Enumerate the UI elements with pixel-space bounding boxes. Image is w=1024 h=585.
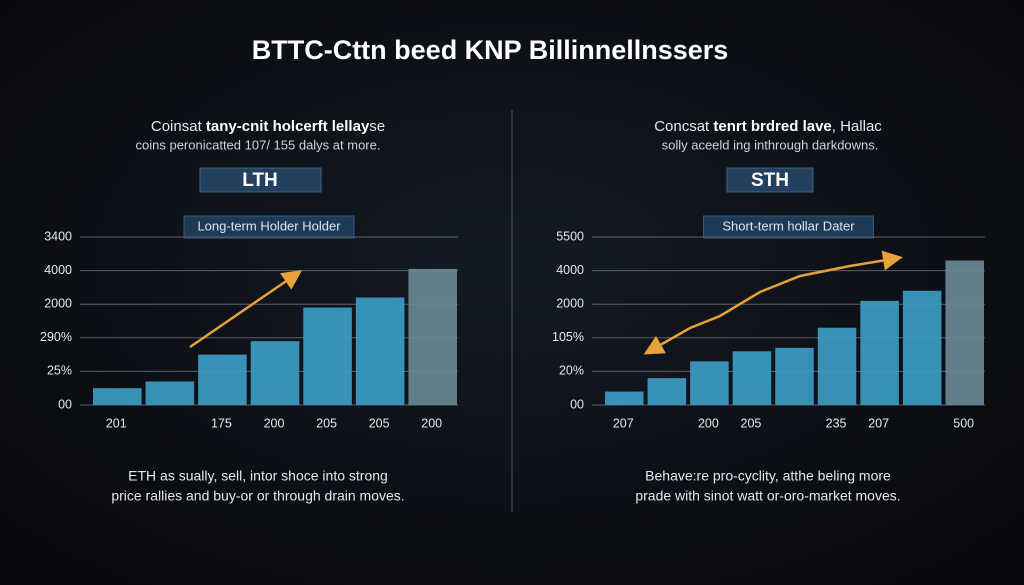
x-tick-label: 200: [264, 416, 285, 430]
panel-note: prade with sinot watt or-oro-market move…: [635, 488, 900, 504]
bar: [775, 347, 814, 405]
bar: [647, 378, 687, 405]
y-tick-label: 5500: [556, 229, 584, 243]
panel-note: Behave:re pro-cyclity, atthe beling more: [645, 468, 891, 484]
panel-subheading: coins peronicatted 107/ 155 dalys at mor…: [136, 137, 381, 152]
panel-heading: Coinsat tany-cnit holcerft lellayse: [151, 118, 385, 135]
panel-heading: Concsat tenrt brdred lave, Hallac: [654, 118, 882, 135]
bar: [817, 327, 857, 405]
y-tick-label: 20%: [559, 364, 584, 378]
x-tick-label: 201: [106, 416, 127, 430]
page-title: BTTC-Cttn beed KNP Billinnellnssers: [252, 35, 729, 65]
trend-arrow: [189, 270, 303, 349]
x-tick-label: 207: [868, 416, 889, 430]
x-tick-label: 500: [953, 416, 974, 430]
badge-box: [726, 167, 814, 193]
heading-part: tenrt brdred lave: [713, 118, 831, 135]
chart-caption-box: [183, 215, 355, 239]
bar: [145, 381, 195, 405]
heading-part: se: [369, 118, 385, 135]
y-tick-label: 25%: [47, 364, 72, 378]
chart-caption-box: [703, 215, 874, 239]
y-tick-label: 00: [58, 397, 72, 411]
bar: [250, 341, 300, 405]
heading-part: , Hallac: [832, 118, 883, 135]
bar: [605, 391, 644, 405]
panel-subheading: solly aceeld ing inthrough darkdowns.: [662, 137, 879, 152]
x-tick-label: 205: [369, 416, 390, 430]
y-tick-label: 00: [570, 397, 584, 411]
heading-part: Coinsat: [151, 118, 206, 135]
x-tick-label: 175: [211, 416, 232, 430]
heading-part: Concsat: [654, 118, 713, 135]
bar: [732, 351, 772, 405]
y-tick-label: 2000: [44, 296, 72, 310]
panel-note: price rallies and buy-or or through drai…: [111, 488, 404, 504]
bar: [690, 361, 729, 405]
x-tick-label: 207: [613, 416, 634, 430]
badge-box: [199, 167, 322, 193]
panel-note: ETH as sually, sell, intor shoce into st…: [128, 468, 388, 484]
bar: [902, 290, 942, 405]
bar: [198, 354, 247, 405]
heading-part: tany-cnit holcerft lellay: [206, 118, 370, 135]
y-tick-label: 4000: [44, 263, 72, 277]
bar: [355, 297, 405, 405]
y-tick-label: 290%: [40, 330, 72, 344]
badge: STH: [751, 170, 789, 191]
x-tick-label: 200: [698, 416, 719, 430]
bar: [408, 268, 457, 405]
y-tick-label: 2000: [556, 296, 584, 310]
y-tick-label: 3400: [44, 229, 72, 243]
badge: LTH: [242, 170, 278, 191]
x-tick-label: 205: [741, 416, 762, 430]
x-tick-label: 235: [826, 416, 847, 430]
bar: [945, 260, 984, 405]
y-tick-label: 105%: [552, 330, 584, 344]
bar: [860, 300, 899, 405]
x-tick-label: 205: [316, 416, 337, 430]
y-tick-label: 4000: [556, 263, 584, 277]
bar: [303, 307, 352, 405]
trend-arrow: [643, 250, 903, 355]
bar: [93, 388, 142, 405]
chart-caption: Long-term Holder Holder: [197, 218, 341, 233]
x-tick-label: 200: [421, 416, 442, 430]
chart-caption: Short-term hollar Dater: [722, 218, 855, 233]
